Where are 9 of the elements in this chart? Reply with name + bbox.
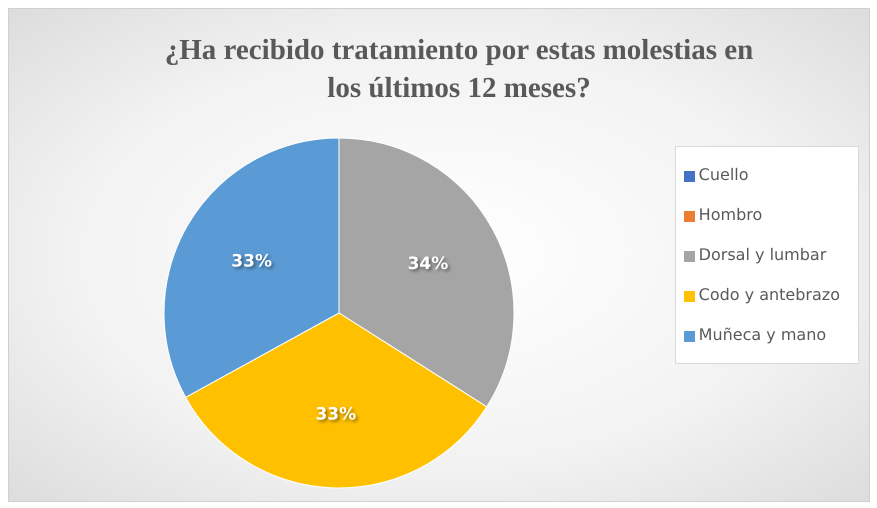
legend-label: Hombro <box>698 205 762 224</box>
legend-label: Muñeca y mano <box>698 325 826 344</box>
data-label: 34% <box>408 254 448 274</box>
legend-label: Cuello <box>698 165 748 184</box>
legend-label: Codo y antebrazo <box>698 285 840 304</box>
legend-label: Dorsal y lumbar <box>698 245 826 264</box>
data-label: 33% <box>315 404 356 424</box>
data-label: 33% <box>231 251 272 272</box>
chart-title: ¿Ha recibido tratamiento por estas molestias en los últimos 12 meses? <box>164 33 754 106</box>
